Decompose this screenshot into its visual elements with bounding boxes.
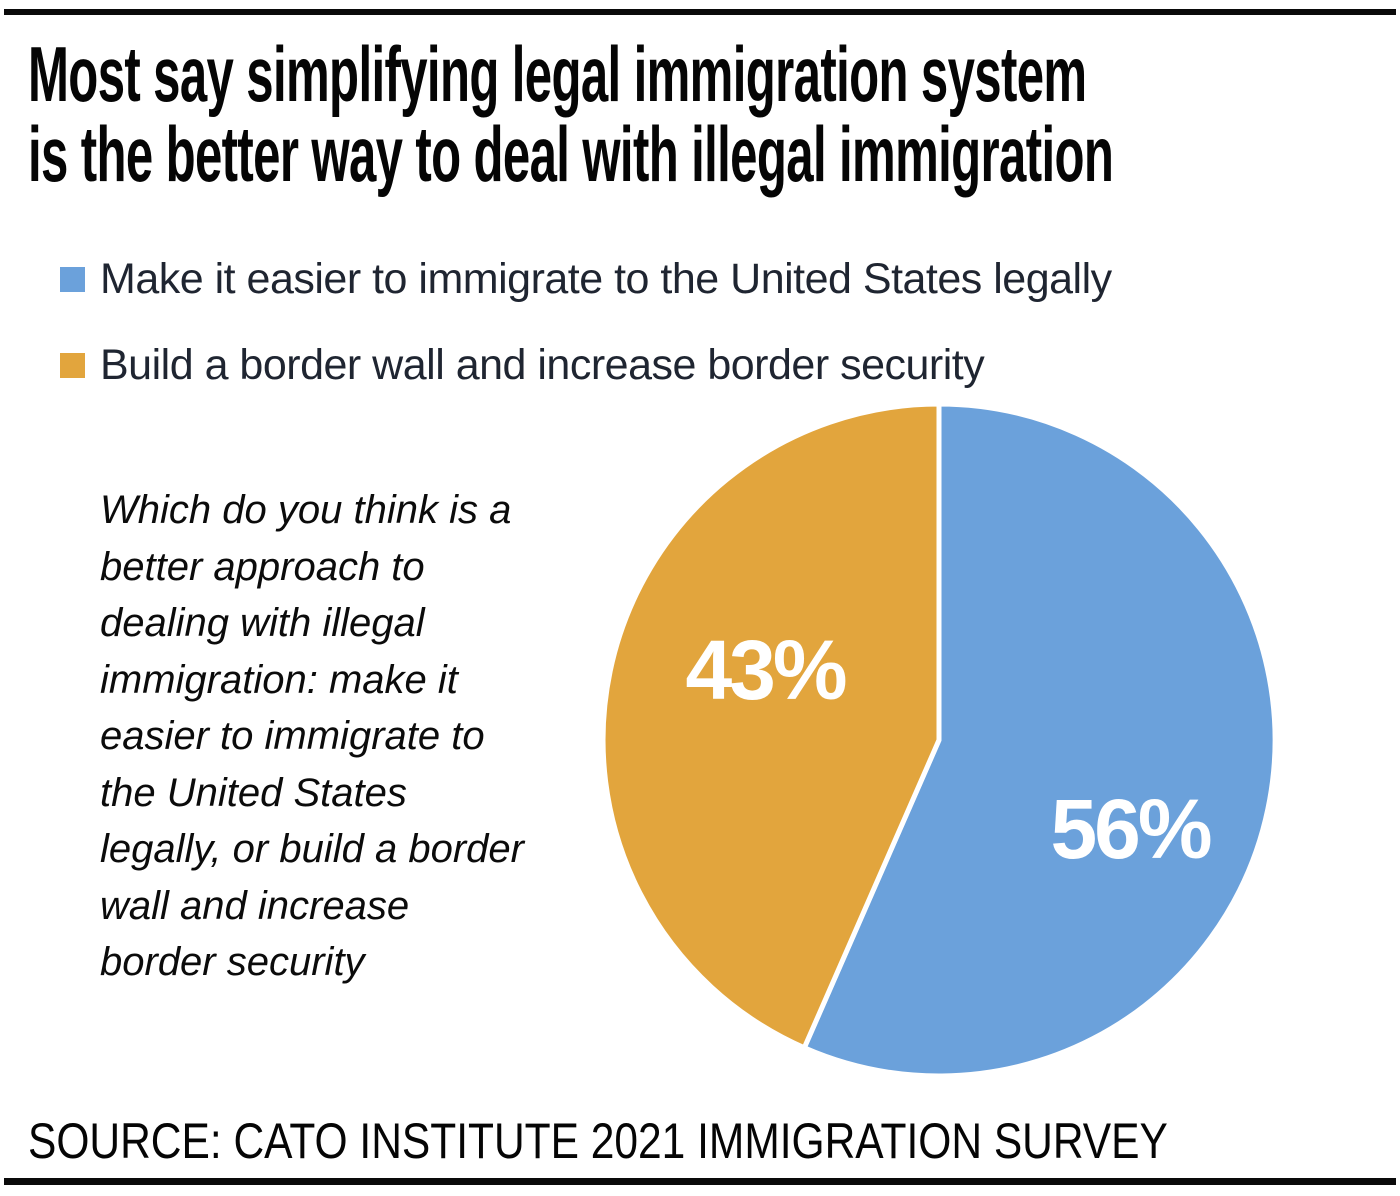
legend-swatch-gold xyxy=(60,352,85,378)
legend-swatch-blue xyxy=(60,266,85,292)
chart-title: Most say simplifying legal immigration s… xyxy=(28,30,1114,198)
chart-title-line1: Most say simplifying legal immigration s… xyxy=(28,30,1087,118)
legend-label-legal-immigration: Make it easier to immigrate to the Unite… xyxy=(100,254,1112,303)
survey-question-line: wall and increase xyxy=(100,883,410,928)
survey-question-line: border security xyxy=(100,940,365,984)
source-line: SOURCE: CATO INSTITUTE 2021 IMMIGRATION … xyxy=(28,1113,1168,1169)
bottom-rule xyxy=(4,1178,1396,1185)
legend-item-legal-immigration: Make it easier to immigrate to the Unite… xyxy=(60,254,1112,304)
pie-slice-border-wall xyxy=(600,401,942,1051)
top-rule xyxy=(4,9,1396,15)
survey-question-line: the United States xyxy=(100,770,407,815)
survey-question-line: legally, or build a border xyxy=(100,827,524,871)
pie-slice-border-wall-label: 43% xyxy=(685,623,845,717)
legend-label-border-wall: Build a border wall and increase border … xyxy=(100,340,985,389)
survey-question: Which do you think is a better approach … xyxy=(100,482,524,991)
survey-question-line: dealing with illegal xyxy=(100,601,425,645)
chart-title-line2: is the better way to deal with illegal i… xyxy=(28,110,1114,198)
legend-item-border-wall: Build a border wall and increase border … xyxy=(60,340,1112,390)
survey-question-line: immigration: make it xyxy=(100,657,458,702)
pie-slice-legal-immigration-label: 56% xyxy=(1050,782,1210,876)
survey-question-line: easier to immigrate to xyxy=(100,714,485,758)
survey-question-line: better approach to xyxy=(100,544,425,589)
survey-question-line: Which do you think is a xyxy=(100,488,512,532)
pie-slice-legal-immigration xyxy=(801,401,1278,1079)
legend: Make it easier to immigrate to the Unite… xyxy=(60,254,1112,426)
